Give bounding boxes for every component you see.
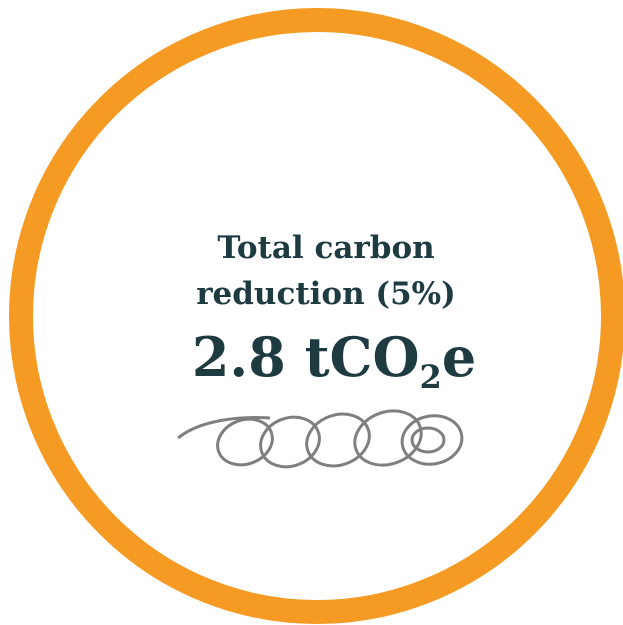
figure-subscript: 2 — [420, 358, 442, 396]
figure-suffix: e — [442, 325, 476, 389]
scribble-core — [410, 426, 446, 454]
scribble-tail — [177, 416, 271, 440]
scribble — [177, 409, 464, 469]
scribble-loop — [305, 412, 371, 468]
figure-main: 2.8 tCO — [192, 325, 420, 389]
scribble-loop — [216, 417, 274, 467]
scribble-loop — [259, 415, 321, 469]
label-line-1: Total carbon — [217, 230, 434, 266]
scribble-loop — [353, 409, 423, 467]
label-line-2: reduction (5%) — [196, 276, 456, 312]
scribble-loop — [400, 414, 464, 466]
figure: 2.8 tCO2e — [192, 325, 476, 396]
ring — [9, 8, 623, 624]
